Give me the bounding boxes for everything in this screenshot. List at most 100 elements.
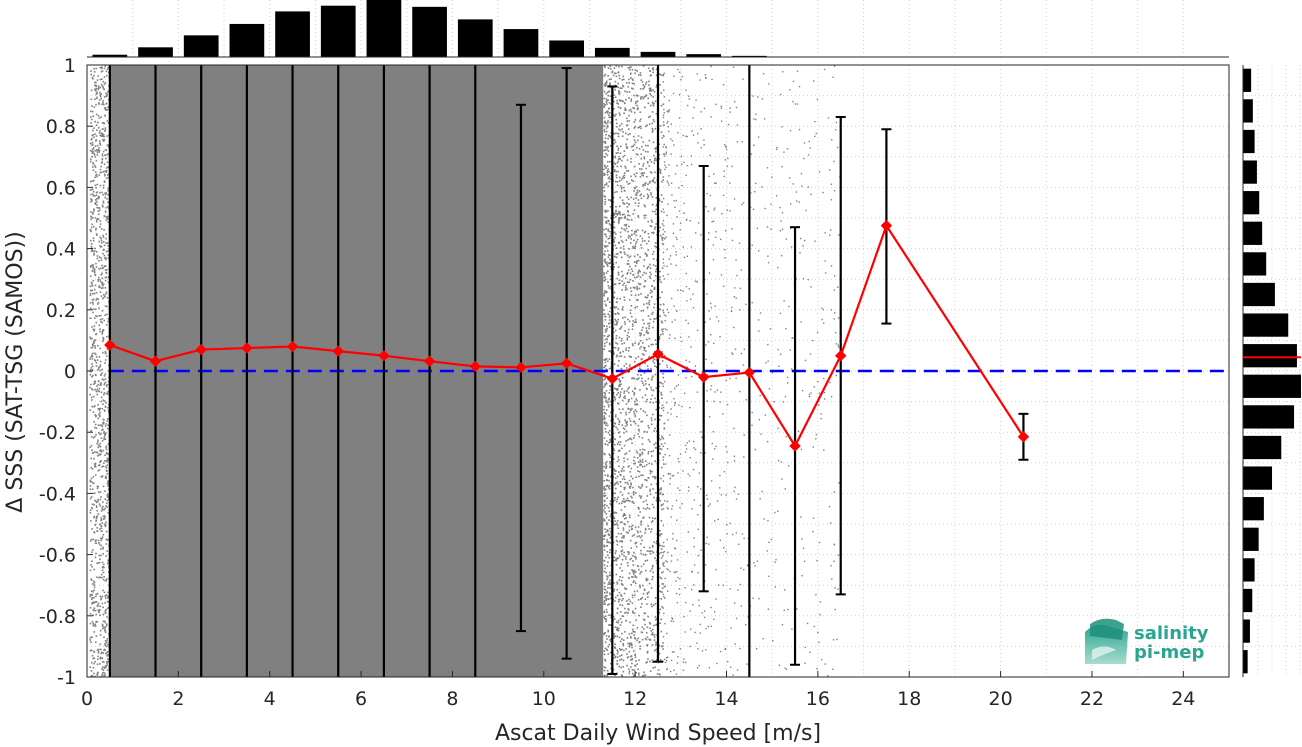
scatter-point <box>795 200 798 202</box>
scatter-point <box>91 269 94 272</box>
scatter-point <box>618 408 621 411</box>
scatter-point <box>629 133 631 135</box>
scatter-point <box>650 289 652 292</box>
scatter-point <box>653 177 656 179</box>
scatter-point <box>710 65 712 68</box>
scatter-point <box>638 435 641 438</box>
scatter-point <box>101 158 104 161</box>
scatter-point <box>655 148 657 151</box>
scatter-point <box>93 271 96 274</box>
scatter-point <box>646 636 649 638</box>
scatter-point <box>610 136 612 139</box>
scatter-point <box>770 203 772 205</box>
scatter-point <box>765 362 767 364</box>
scatter-point <box>626 218 628 221</box>
scatter-point <box>725 379 727 382</box>
scatter-point <box>95 174 97 176</box>
y-histogram-bar <box>1243 405 1295 429</box>
scatter-point <box>660 630 663 633</box>
scatter-point <box>90 73 93 76</box>
scatter-point <box>694 365 697 367</box>
scatter-point <box>97 424 100 427</box>
scatter-point <box>620 367 623 370</box>
scatter-point <box>95 414 97 417</box>
scatter-point <box>107 383 110 386</box>
scatter-point <box>106 499 109 502</box>
scatter-point <box>615 550 617 552</box>
scatter-point <box>617 212 619 215</box>
scatter-point <box>612 331 615 333</box>
scatter-point <box>621 558 624 561</box>
scatter-point <box>652 264 655 266</box>
scatter-point <box>96 576 98 579</box>
scatter-point <box>94 81 96 84</box>
scatter-point <box>98 543 101 546</box>
scatter-point <box>632 610 634 613</box>
scatter-point <box>623 102 626 104</box>
scatter-point <box>102 533 105 536</box>
scatter-point <box>89 479 92 482</box>
scatter-point <box>630 110 633 113</box>
scatter-point <box>633 569 635 572</box>
scatter-point <box>603 300 606 303</box>
scatter-point <box>650 423 653 426</box>
scatter-point <box>111 85 114 88</box>
scatter-point <box>96 191 98 193</box>
scatter-point <box>734 486 736 489</box>
scatter-point <box>648 462 651 465</box>
scatter-point <box>603 492 606 494</box>
scatter-point <box>111 224 113 227</box>
scatter-point <box>634 403 637 406</box>
scatter-point <box>628 525 631 528</box>
scatter-point <box>641 675 644 677</box>
scatter-point <box>622 175 625 178</box>
scatter-point <box>608 116 611 119</box>
scatter-point <box>102 613 105 616</box>
scatter-point <box>644 637 647 640</box>
scatter-point <box>632 576 634 578</box>
scatter-point <box>110 560 113 563</box>
scatter-point <box>608 454 611 456</box>
scatter-point <box>107 453 109 455</box>
scatter-point <box>625 411 627 414</box>
scatter-point <box>107 493 109 496</box>
scatter-point <box>92 666 95 669</box>
scatter-point <box>608 485 611 487</box>
scatter-point <box>102 571 105 574</box>
scatter-point <box>651 605 653 608</box>
scatter-point <box>104 628 106 631</box>
scatter-point <box>686 135 688 138</box>
scatter-point <box>664 577 666 580</box>
scatter-point <box>111 371 114 374</box>
scatter-point <box>660 504 663 507</box>
scatter-point <box>91 488 94 491</box>
scatter-point <box>652 250 655 253</box>
scatter-point <box>634 306 637 309</box>
scatter-point <box>652 360 654 362</box>
scatter-point <box>603 518 605 520</box>
scatter-point <box>96 255 99 257</box>
scatter-point <box>678 210 681 212</box>
scatter-point <box>613 139 616 141</box>
scatter-point <box>666 448 669 450</box>
scatter-point <box>634 69 637 72</box>
scatter-point <box>617 364 619 367</box>
scatter-point <box>603 487 605 490</box>
scatter-point <box>98 610 100 613</box>
scatter-point <box>98 464 101 466</box>
scatter-point <box>95 113 98 116</box>
scatter-point <box>620 190 623 193</box>
scatter-point <box>609 121 611 124</box>
scatter-point <box>698 664 700 667</box>
scatter-point <box>111 666 114 669</box>
scatter-point <box>110 156 113 159</box>
scatter-point <box>106 198 108 200</box>
scatter-point <box>89 142 92 145</box>
scatter-point <box>672 223 675 225</box>
scatter-point <box>105 92 107 95</box>
scatter-point <box>106 242 109 244</box>
scatter-point <box>628 355 631 358</box>
scatter-point <box>619 618 622 620</box>
scatter-point <box>111 191 113 194</box>
scatter-point <box>633 261 636 263</box>
